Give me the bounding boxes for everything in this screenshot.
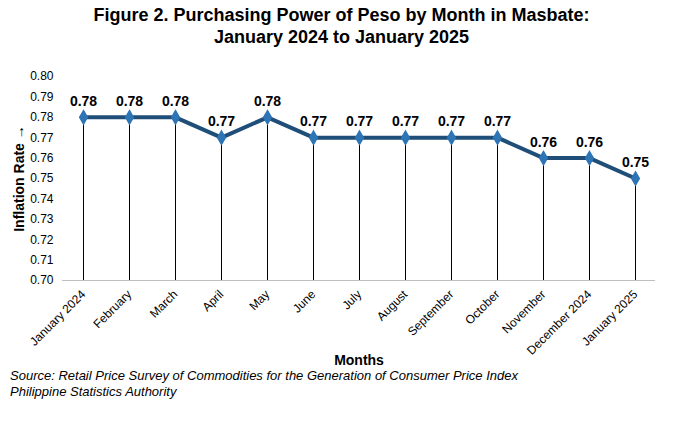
svg-text:September: September: [405, 287, 456, 338]
svg-text:0.78: 0.78: [254, 93, 281, 109]
svg-text:February: February: [90, 287, 134, 331]
svg-text:0.75: 0.75: [622, 154, 649, 170]
svg-text:0.76: 0.76: [30, 151, 54, 165]
svg-text:0.77: 0.77: [484, 113, 511, 129]
svg-text:April: April: [199, 287, 226, 314]
svg-text:0.78: 0.78: [30, 110, 54, 124]
svg-text:June: June: [290, 287, 319, 316]
html-text:Figure 2. Purchasing Power of: Figure 2. Purchasing Power of Peso by Mo…: [93, 5, 590, 47]
svg-text:0.76: 0.76: [576, 134, 603, 150]
svg-text:Months: Months: [334, 352, 384, 368]
svg-text:0.77: 0.77: [392, 113, 419, 129]
svg-text:0.78: 0.78: [70, 93, 97, 109]
svg-text:November: November: [499, 287, 548, 336]
svg-text:0.75: 0.75: [30, 171, 54, 185]
svg-text:0.78: 0.78: [116, 93, 143, 109]
svg-text:July: July: [339, 287, 364, 312]
svg-text:March: March: [147, 287, 180, 320]
svg-text:0.77: 0.77: [346, 113, 373, 129]
svg-text:0.72: 0.72: [30, 233, 54, 247]
svg-text:January 2025: January 2025: [579, 287, 641, 349]
svg-text:May: May: [246, 287, 272, 313]
svg-text:October: October: [462, 287, 502, 327]
svg-text:0.77: 0.77: [300, 113, 327, 129]
svg-text:0.77: 0.77: [30, 131, 54, 145]
svg-text:December 2024: December 2024: [524, 287, 595, 358]
svg-text:0.80: 0.80: [30, 69, 54, 83]
svg-text:August: August: [374, 287, 411, 324]
svg-text:0.73: 0.73: [30, 212, 54, 226]
svg-text:0.77: 0.77: [438, 113, 465, 129]
svg-text:0.76: 0.76: [530, 134, 557, 150]
svg-text:0.79: 0.79: [30, 90, 54, 104]
svg-text:0.74: 0.74: [30, 192, 54, 206]
svg-text:January 2024: January 2024: [27, 287, 89, 349]
svg-text:0.78: 0.78: [162, 93, 189, 109]
svg-text:Inflation Rate →: Inflation Rate →: [11, 125, 27, 232]
svg-text:0.77: 0.77: [208, 113, 235, 129]
html-text:Source: Retail Price Survey of: Source: Retail Price Survey of Commoditi…: [10, 368, 518, 399]
svg-text:0.70: 0.70: [30, 273, 54, 287]
svg-text:0.71: 0.71: [30, 253, 54, 267]
